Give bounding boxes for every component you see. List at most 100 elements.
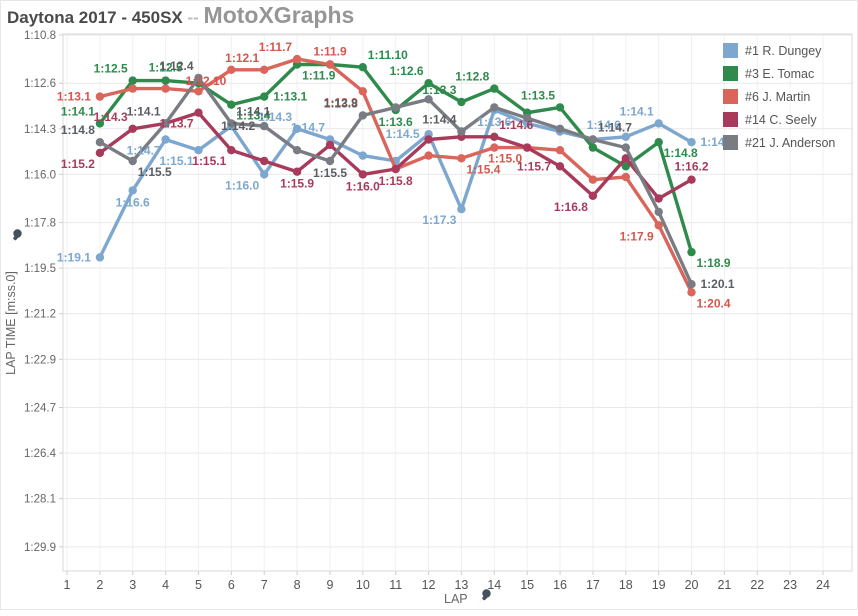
data-point-tomac-lap10[interactable] (358, 62, 367, 72)
data-point-anderson-lap9[interactable] (325, 156, 335, 166)
data-point-anderson-lap3[interactable] (128, 156, 137, 166)
data-point-seely-lap5[interactable] (194, 108, 203, 117)
plot-border (62, 33, 853, 572)
data-point-seely-lap18[interactable] (621, 154, 630, 163)
data-point-tomac-lap4[interactable] (161, 76, 170, 85)
point-label-seely-lap8: 1:15.9 (280, 177, 314, 191)
data-point-seely-lap10[interactable] (358, 170, 367, 179)
data-point-martin-lap19[interactable] (654, 221, 663, 230)
data-point-seely-lap20[interactable] (687, 175, 696, 184)
data-point-tomac-lap13[interactable] (457, 97, 466, 107)
data-point-seely-lap6[interactable] (227, 146, 236, 155)
data-point-anderson-lap5[interactable] (194, 73, 203, 83)
data-point-tomac-lap17[interactable] (588, 143, 598, 152)
data-point-dungey-lap3[interactable] (128, 186, 137, 195)
data-point-martin-lap5[interactable] (194, 87, 203, 96)
data-point-martin-lap7[interactable] (260, 65, 269, 75)
data-point-tomac-lap3[interactable] (128, 76, 137, 85)
data-point-anderson-lap6[interactable] (227, 119, 236, 128)
data-point-dungey-lap8[interactable] (292, 124, 302, 133)
data-point-anderson-lap4[interactable] (161, 119, 170, 128)
data-point-martin-lap20[interactable] (687, 288, 696, 297)
point-label-martin-lap9: 1:11.9 (313, 45, 347, 59)
data-point-seely-lap19[interactable] (654, 194, 663, 203)
x-axis-title: LAP (444, 592, 468, 606)
data-point-dungey-lap4[interactable] (161, 135, 170, 144)
data-point-dungey-lap20[interactable] (687, 138, 696, 147)
data-point-martin-lap9[interactable] (325, 60, 335, 69)
data-point-anderson-lap10[interactable] (358, 111, 367, 120)
legend-item-martin[interactable]: #6 J. Martin (723, 85, 835, 108)
data-point-anderson-lap18[interactable] (621, 143, 630, 152)
x-tick-label: 5 (195, 578, 202, 592)
data-point-anderson-lap13[interactable] (457, 127, 466, 136)
data-point-seely-lap9[interactable] (325, 140, 335, 150)
data-point-tomac-lap18[interactable] (621, 162, 630, 171)
legend-item-seely[interactable]: #14 C. Seely (723, 108, 835, 131)
data-point-anderson-lap12[interactable] (424, 95, 433, 104)
data-point-dungey-lap2[interactable] (95, 253, 105, 262)
data-point-anderson-lap20[interactable] (687, 280, 696, 289)
data-point-anderson-lap15[interactable] (523, 113, 532, 123)
data-point-martin-lap18[interactable] (621, 172, 630, 182)
data-point-seely-lap7[interactable] (260, 156, 269, 166)
data-point-dungey-lap18[interactable] (621, 132, 630, 141)
data-point-anderson-lap11[interactable] (391, 103, 400, 112)
data-point-anderson-lap17[interactable] (588, 135, 598, 144)
data-point-tomac-lap20[interactable] (687, 247, 696, 257)
data-point-martin-lap14[interactable] (490, 143, 499, 152)
data-point-martin-lap10[interactable] (358, 87, 367, 96)
data-point-martin-lap8[interactable] (292, 54, 302, 64)
data-point-seely-lap3[interactable] (128, 124, 137, 133)
data-point-martin-lap2[interactable] (95, 92, 105, 101)
data-point-seely-lap8[interactable] (292, 167, 302, 176)
data-point-martin-lap6[interactable] (227, 65, 236, 75)
data-point-tomac-lap16[interactable] (555, 103, 565, 112)
data-point-anderson-lap7[interactable] (260, 121, 269, 131)
x-axis-pin-icon[interactable] (477, 589, 491, 605)
point-label-dungey-lap13: 1:17.3 (422, 213, 456, 227)
data-point-seely-lap17[interactable] (588, 191, 598, 200)
data-point-dungey-lap19[interactable] (654, 119, 663, 128)
data-point-dungey-lap7[interactable] (260, 170, 269, 179)
data-point-tomac-lap7[interactable] (260, 92, 269, 101)
data-point-martin-lap4[interactable] (161, 84, 170, 93)
data-point-tomac-lap12[interactable] (424, 79, 433, 88)
legend-swatch-dungey (723, 43, 738, 58)
data-point-seely-lap2[interactable] (95, 148, 105, 158)
data-point-seely-lap15[interactable] (523, 143, 532, 152)
data-point-martin-lap17[interactable] (588, 175, 598, 184)
point-label-seely-lap16: 1:15.7 (517, 159, 551, 173)
data-point-dungey-lap10[interactable] (358, 151, 367, 160)
data-point-dungey-lap13[interactable] (457, 205, 466, 214)
data-point-martin-lap12[interactable] (424, 151, 433, 160)
legend-item-dungey[interactable]: #1 R. Dungey (723, 39, 835, 62)
data-point-tomac-lap19[interactable] (654, 138, 663, 147)
point-label-dungey-lap18: 1:14.6 (587, 118, 621, 132)
data-point-anderson-lap19[interactable] (654, 207, 663, 217)
data-point-seely-lap11[interactable] (391, 164, 400, 174)
x-tick-label: 24 (816, 578, 830, 592)
point-label-dungey-lap14: 1:13.6 (477, 115, 511, 129)
data-point-seely-lap14[interactable] (490, 132, 499, 141)
data-point-anderson-lap14[interactable] (490, 103, 499, 112)
y-axis-pin-icon[interactable] (8, 229, 22, 245)
data-point-seely-lap16[interactable] (555, 162, 565, 171)
data-point-anderson-lap2[interactable] (95, 138, 105, 147)
data-point-tomac-lap2[interactable] (95, 119, 105, 128)
data-point-seely-lap12[interactable] (424, 135, 433, 144)
data-point-tomac-lap14[interactable] (490, 84, 499, 93)
point-label-martin-lap2: 1:13.1 (57, 90, 91, 104)
x-tick-label: 12 (422, 578, 436, 592)
point-label-seely-lap6: 1:15.1 (192, 154, 226, 168)
legend-item-tomac[interactable]: #3 E. Tomac (723, 62, 835, 85)
data-point-anderson-lap16[interactable] (555, 124, 565, 133)
data-point-martin-lap16[interactable] (555, 146, 565, 155)
data-point-anderson-lap8[interactable] (292, 146, 302, 155)
data-point-martin-lap3[interactable] (128, 84, 137, 93)
data-point-dungey-lap5[interactable] (194, 146, 203, 155)
data-point-tomac-lap6[interactable] (227, 100, 236, 109)
point-label-martin-lap15: 1:15.0 (488, 152, 522, 166)
legend-item-anderson[interactable]: #21 J. Anderson (723, 131, 835, 154)
data-point-martin-lap13[interactable] (457, 154, 466, 163)
